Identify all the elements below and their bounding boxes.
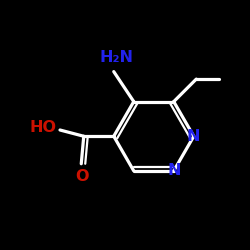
Text: O: O — [76, 169, 89, 184]
Text: N: N — [187, 129, 200, 144]
Text: H₂N: H₂N — [99, 50, 133, 65]
Text: N: N — [167, 164, 180, 178]
Text: HO: HO — [29, 120, 56, 135]
